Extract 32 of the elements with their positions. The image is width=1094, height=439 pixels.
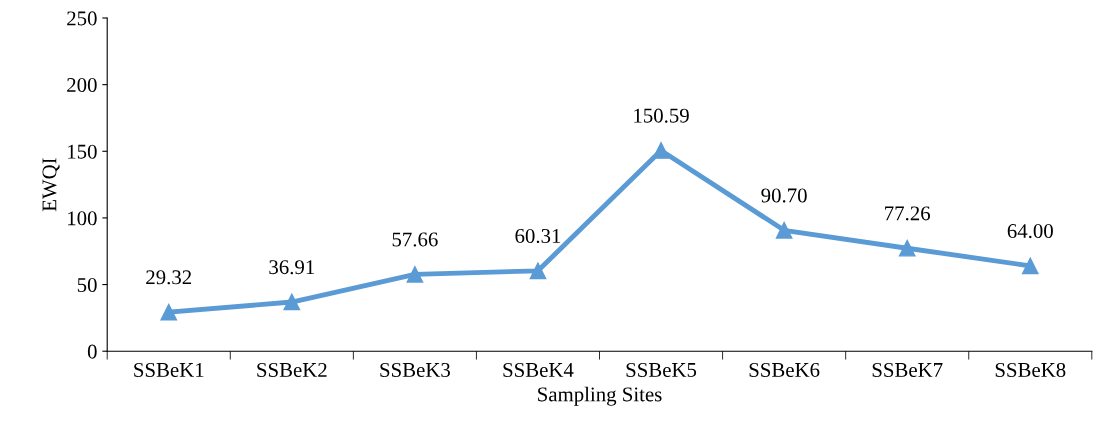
x-tick-label: SSBeK4 bbox=[503, 362, 574, 377]
point bbox=[1021, 257, 1039, 275]
x-tick-label: SSBeK7 bbox=[872, 362, 943, 377]
point bbox=[283, 293, 301, 311]
y-axis-title: EWQI bbox=[42, 158, 60, 212]
point bbox=[406, 266, 424, 283]
data-label: 60.31 bbox=[515, 228, 561, 244]
point bbox=[160, 303, 178, 321]
y-tick-label: 100 bbox=[68, 211, 97, 226]
point bbox=[775, 221, 793, 239]
x-tick-label: SSBeK3 bbox=[380, 362, 450, 377]
y-tick-label: 50 bbox=[77, 277, 97, 292]
x-tick-label: SSBeK6 bbox=[749, 362, 820, 377]
point bbox=[652, 142, 670, 159]
data-label: 36.91 bbox=[269, 260, 315, 275]
data-label: 90.70 bbox=[761, 188, 807, 203]
y-tick-label: 200 bbox=[67, 78, 97, 93]
x-tick-label: SSBeK2 bbox=[257, 362, 327, 377]
data-label: 150.59 bbox=[634, 108, 689, 123]
y-tick-label: 150 bbox=[68, 144, 97, 159]
point bbox=[529, 262, 547, 280]
x-tick-label: SSBeK1 bbox=[134, 362, 204, 377]
point bbox=[898, 239, 916, 257]
data-label: 57.66 bbox=[392, 232, 438, 247]
data-label: 64.00 bbox=[1007, 224, 1053, 239]
x-tick-label: SSBeK8 bbox=[995, 362, 1066, 377]
data-label: 77.26 bbox=[885, 206, 931, 221]
y-tick-label: 0 bbox=[87, 344, 97, 359]
y-tick-label: 250 bbox=[67, 11, 97, 26]
x-tick-label: SSBeK5 bbox=[626, 362, 697, 377]
x-axis-title: Sampling Sites bbox=[538, 386, 662, 406]
data-label: 29.32 bbox=[146, 270, 192, 285]
